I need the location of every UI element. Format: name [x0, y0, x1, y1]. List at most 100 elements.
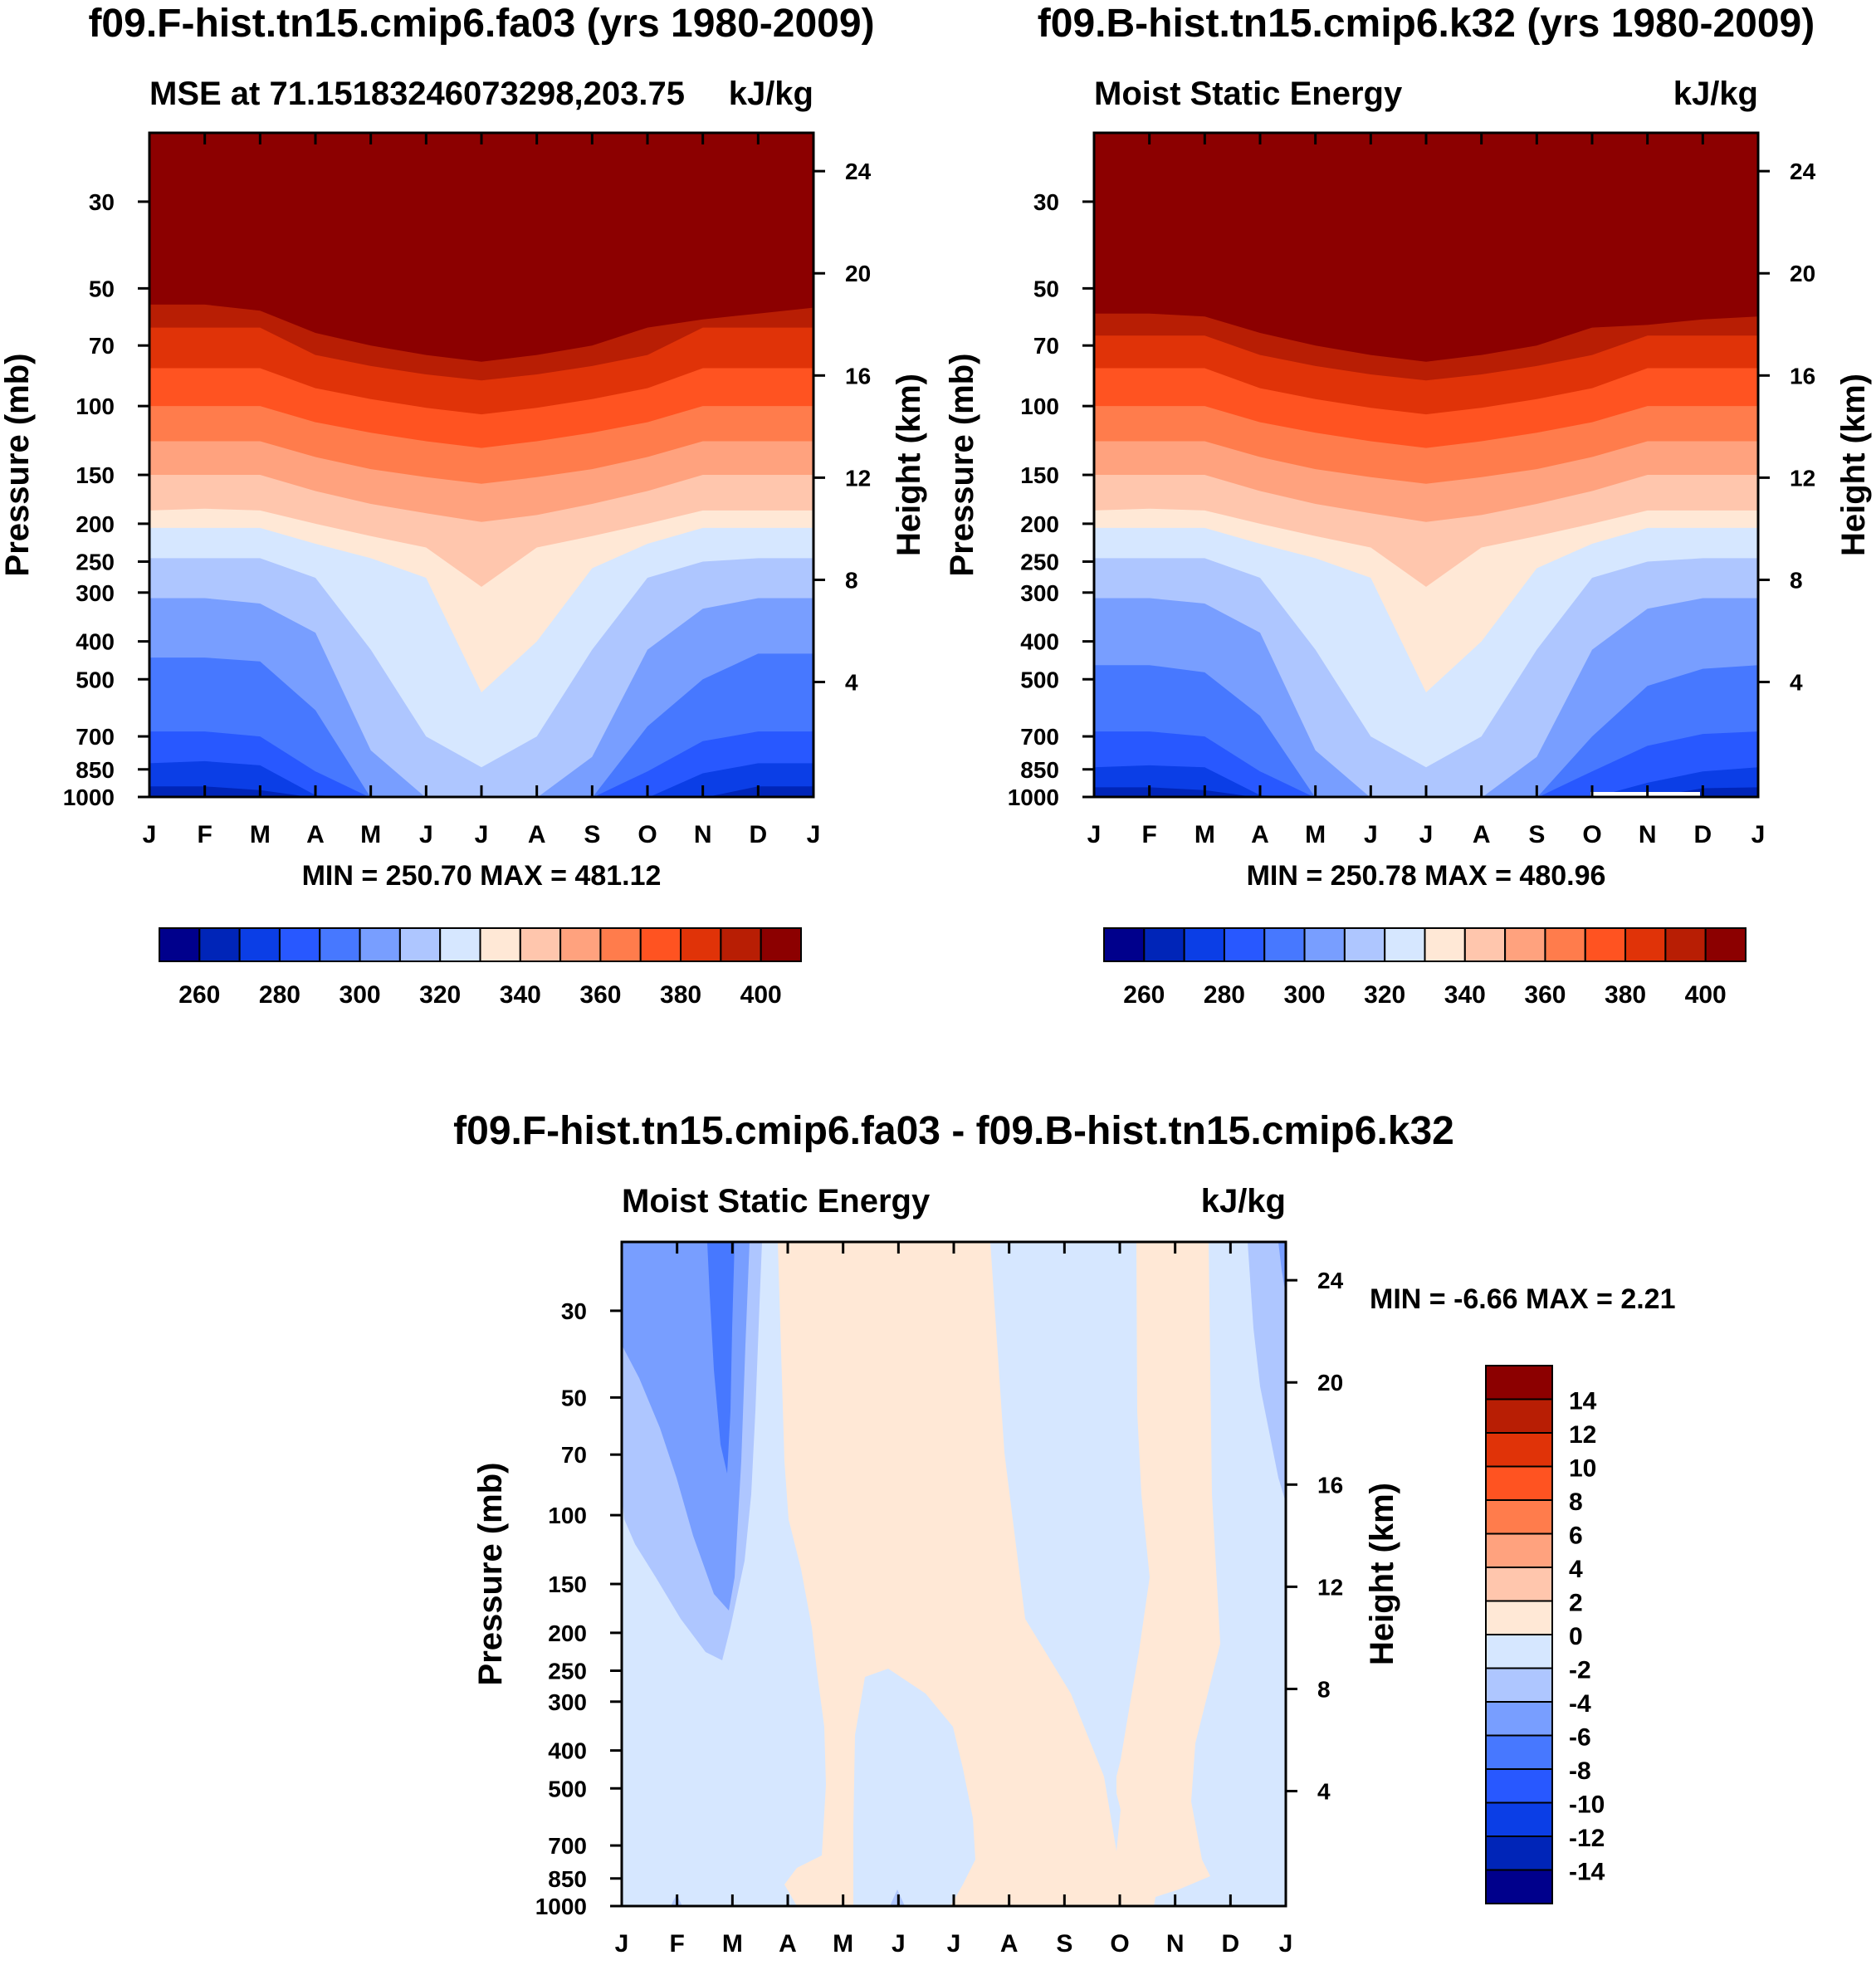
x-tick-label: M: [833, 1930, 853, 1958]
y-axis-label: Pressure (mb): [0, 354, 36, 577]
legend-label: 400: [1685, 981, 1727, 1009]
legend-label: 300: [1284, 981, 1326, 1009]
legend-swatch: [1485, 1701, 1553, 1737]
y-tick-label: 1000: [535, 1894, 587, 1919]
x-tick-label: A: [528, 821, 546, 848]
y-tick-label: 250: [548, 1659, 587, 1684]
subtitle-right: kJ/kg: [729, 76, 813, 112]
x-tick-label: N: [694, 821, 712, 848]
legend-swatch: [1343, 927, 1386, 962]
x-tick-label: N: [1639, 821, 1657, 848]
legend-label: -4: [1569, 1690, 1591, 1718]
y2-tick-label: 12: [1317, 1574, 1343, 1600]
legend-swatch: [1384, 927, 1426, 962]
legend-label: 340: [1444, 981, 1486, 1009]
y2-tick-label: 4: [1317, 1779, 1331, 1805]
legend-swatch: [1664, 927, 1707, 962]
legend-swatch: [1263, 927, 1306, 962]
y-tick-label: 100: [548, 1503, 587, 1528]
legend-swatch: [1704, 927, 1747, 962]
legend-swatch: [1143, 927, 1185, 962]
y-tick-label: 200: [1020, 511, 1059, 537]
y2-tick-label: 4: [1790, 670, 1803, 696]
legend-label: 380: [660, 981, 701, 1009]
y-tick-label: 700: [548, 1833, 587, 1859]
y-tick-label: 100: [76, 393, 115, 419]
legend-swatch: [760, 927, 802, 962]
y-tick-label: 850: [76, 757, 115, 783]
y-tick-label: 150: [76, 462, 115, 488]
legend-swatch: [680, 927, 722, 962]
legend-label: -14: [1569, 1859, 1605, 1886]
y2-tick-label: 20: [1790, 261, 1815, 286]
legend-swatch: [1485, 1465, 1553, 1501]
legend-swatch: [1303, 927, 1346, 962]
legend-swatch: [398, 927, 442, 962]
x-tick-label: N: [1166, 1930, 1185, 1958]
x-tick-label: J: [807, 821, 821, 848]
y2-tick-label: 8: [1790, 567, 1803, 593]
y-tick-label: 300: [1020, 580, 1059, 606]
x-tick-label: S: [584, 821, 600, 848]
legend-label: 340: [500, 981, 541, 1009]
band-minus4-to-minus6-dec: [1278, 1242, 1286, 1295]
x-tick-label: J: [947, 1930, 961, 1958]
legend-label: -12: [1569, 1825, 1605, 1852]
y-axis-label: Pressure (mb): [944, 354, 980, 577]
y-tick-label: 300: [76, 580, 115, 606]
x-tick-label: J: [892, 1930, 906, 1958]
legend-label: 280: [259, 981, 300, 1009]
y-tick-label: 30: [89, 189, 115, 215]
x-tick-label: O: [1582, 821, 1601, 848]
x-tick-label: O: [1110, 1930, 1129, 1958]
y-tick-label: 850: [548, 1866, 587, 1892]
legend-swatch: [198, 927, 241, 962]
x-tick-label: D: [749, 821, 767, 848]
y-tick-label: 150: [548, 1572, 587, 1597]
contour-fill: [622, 1242, 1286, 1906]
legend-swatch: [1584, 927, 1627, 962]
subtitle-left: Moist Static Energy: [622, 1183, 931, 1220]
legend-swatch: [439, 927, 481, 962]
legend-label: 300: [340, 981, 381, 1009]
legend-swatch: [1183, 927, 1225, 962]
legend-swatch: [1485, 1835, 1553, 1871]
legend-swatch: [159, 927, 201, 962]
legend-swatch: [599, 927, 642, 962]
x-tick-label: S: [1528, 821, 1545, 848]
x-tick-label: J: [143, 821, 157, 848]
y2-axis-label: Height (km): [1835, 374, 1872, 556]
y2-tick-label: 4: [845, 670, 858, 696]
legend-swatch: [1485, 1768, 1553, 1804]
white-gap-1000mb: [1590, 792, 1700, 796]
legend-label: 0: [1569, 1623, 1583, 1650]
legend-label: 10: [1569, 1455, 1596, 1483]
legend-label: 260: [1123, 981, 1165, 1009]
y-tick-label: 50: [561, 1385, 587, 1410]
legend-swatch: [238, 927, 281, 962]
legend-label: 400: [740, 981, 782, 1009]
legend-swatch: [1485, 1734, 1553, 1770]
legend-swatch: [479, 927, 521, 962]
legend-swatch: [1624, 927, 1667, 962]
color-legend: 260 280 300 320 340 360 380 400: [1103, 927, 1747, 1009]
x-tick-label: M: [250, 821, 271, 848]
y-tick-label: 1000: [1008, 785, 1059, 810]
y2-tick-label: 20: [845, 261, 871, 286]
y-tick-label: 200: [76, 511, 115, 537]
panel-title: f09.F-hist.tn15.cmip6.fa03 - f09.B-hist.…: [453, 1109, 1454, 1153]
legend-swatch: [1485, 1667, 1553, 1703]
axis-ticks: J F M A M J J A S O N D J 30 50 70 100 150 200 250 300 400 500…: [535, 1242, 1344, 1958]
legend-label: 4: [1569, 1556, 1583, 1583]
x-tick-label: D: [1221, 1930, 1239, 1958]
y-axis-label: Pressure (mb): [472, 1463, 509, 1686]
legend-swatch: [1463, 927, 1507, 962]
x-tick-label: A: [306, 821, 325, 848]
y-tick-label: 700: [1020, 724, 1059, 750]
y-tick-label: 500: [548, 1776, 587, 1801]
y-tick-label: 250: [1020, 550, 1059, 575]
legend-label: 280: [1204, 981, 1245, 1009]
legend-swatch: [1485, 1398, 1553, 1434]
band-minus6-to-minus8: [707, 1242, 735, 1474]
